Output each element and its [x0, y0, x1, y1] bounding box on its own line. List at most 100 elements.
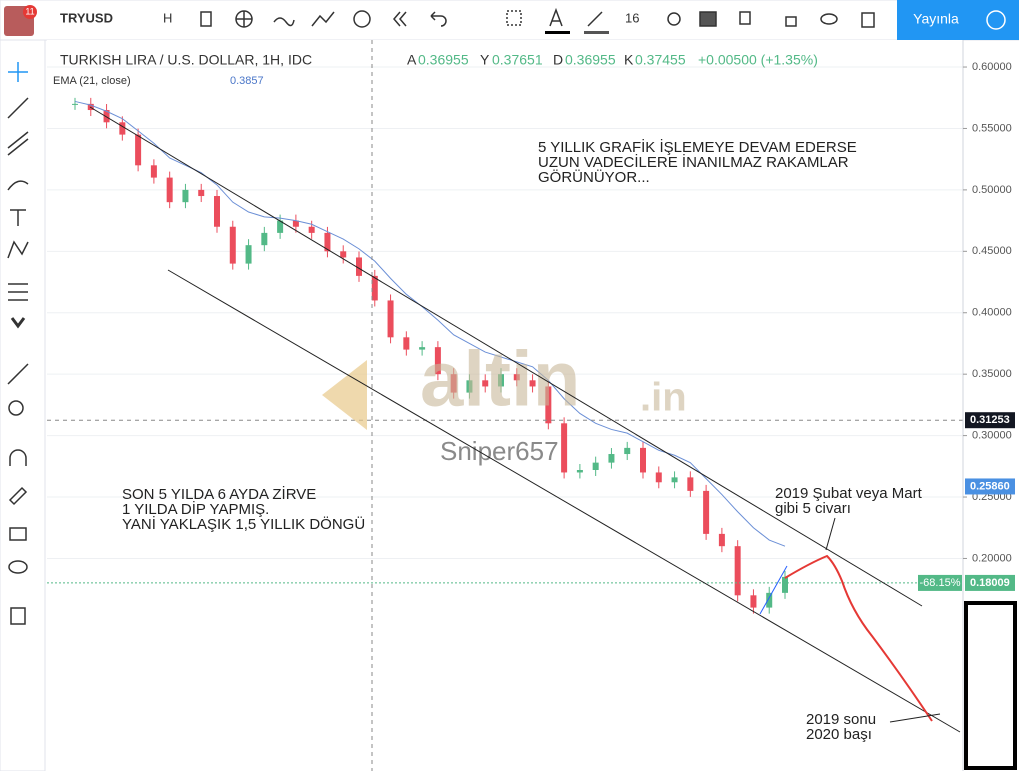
- candle-body: [277, 220, 284, 233]
- price-tag: [965, 574, 1015, 591]
- peak-pointer: [825, 517, 836, 551]
- candle-body: [576, 470, 583, 473]
- publish-label: Yayınla: [913, 11, 959, 27]
- candle-body: [72, 103, 78, 105]
- candle-body: [356, 257, 362, 276]
- price-tag: [965, 412, 1015, 429]
- candle-body: [750, 595, 757, 608]
- ema-value: 0.3857: [230, 75, 264, 87]
- candle-body: [308, 226, 315, 233]
- toolbar-icons[interactable]: [200, 7, 875, 28]
- legend-open-label: A: [407, 52, 417, 68]
- y-tick-label: 0.20000: [972, 552, 1012, 564]
- candle-body: [766, 592, 773, 608]
- candle-body: [450, 374, 457, 393]
- bottom-pointer: [889, 713, 941, 723]
- candle-body: [687, 477, 694, 491]
- candle-body: [166, 177, 173, 203]
- candle-body: [498, 374, 504, 387]
- y-tick-label: 0.55000: [972, 122, 1012, 134]
- candle-body: [150, 165, 157, 178]
- candle-body: [324, 232, 331, 252]
- candle-body: [608, 454, 615, 463]
- y-tick-label: 0.35000: [972, 368, 1012, 380]
- candle-body: [103, 110, 110, 123]
- plot-area: [47, 40, 963, 771]
- plot-background: [47, 40, 963, 771]
- candle-body: [434, 347, 441, 375]
- candle-body: [198, 189, 205, 197]
- projection-curve: [784, 554, 933, 722]
- play-icon: [986, 10, 1006, 30]
- candle-body: [135, 134, 142, 166]
- candle-body: [214, 196, 220, 227]
- price-tag-label: 0.18009: [970, 577, 1010, 589]
- interval[interactable]: H: [163, 10, 172, 25]
- legend-open: 0.36955: [418, 52, 469, 68]
- legend-change: +0.00500 (+1.35%): [698, 52, 818, 68]
- channel-upper: [89, 106, 923, 607]
- y-tick-label: 0.45000: [972, 245, 1012, 257]
- change-tag: [918, 574, 962, 591]
- candle-body: [482, 380, 489, 387]
- annotation-peak: gibi 5 civarı: [775, 500, 851, 517]
- candle-body: [671, 477, 678, 483]
- publish-button[interactable]: [897, 0, 975, 40]
- annotation-top: 5 YILLIK GRAFİK İŞLEMEYE DEVAM EDERSE: [538, 138, 857, 156]
- annotation-top: UZUN VADECİLERE İNANILMAZ RAKAMLAR: [538, 153, 849, 171]
- watermark-user: Sniper657: [440, 436, 559, 466]
- line-color-swatch: [584, 31, 609, 34]
- candle-body: [119, 122, 126, 135]
- candle-body: [466, 380, 473, 393]
- top-toolbar: [0, 0, 1019, 41]
- candle-body: [340, 251, 347, 258]
- badge-count: 11: [25, 6, 34, 16]
- legend-low: 0.36955: [565, 52, 616, 68]
- legend-close: 0.37455: [635, 52, 686, 68]
- watermark-domain: .in: [640, 376, 687, 420]
- change-tag-label: -68.15%: [920, 577, 961, 589]
- highlight-box: [964, 601, 1017, 770]
- annotation-left: 1 YILDA DİP YAPMIŞ.: [122, 500, 269, 518]
- candle-body: [718, 533, 725, 547]
- annotation-left: YANİ YAKLAŞIK 1,5 YILLIK DÖNGÜ: [122, 515, 365, 533]
- price-tag-label: 0.31253: [970, 414, 1010, 426]
- candle-body: [782, 576, 788, 593]
- candle-body: [545, 386, 552, 424]
- annotation-bottom: 2019 sonu: [806, 711, 876, 728]
- legend-title: TURKISH LIRA / U.S. DOLLAR, 1H, IDC: [60, 52, 312, 68]
- candle-body: [529, 380, 536, 387]
- trend-line: [759, 565, 788, 615]
- watermark-brand: altin: [420, 335, 580, 423]
- symbol[interactable]: TRYUSD: [60, 10, 113, 25]
- candle-body: [513, 374, 520, 381]
- drawing-tools[interactable]: [7, 62, 29, 625]
- candle-body: [624, 447, 631, 455]
- candle-body: [734, 546, 741, 596]
- price-tag-label: 0.25860: [970, 480, 1010, 492]
- ema-name: EMA (21, close): [53, 75, 131, 87]
- candle-body: [387, 300, 394, 338]
- candle-body: [261, 232, 268, 246]
- y-tick-label: 0.40000: [972, 307, 1012, 319]
- y-tick-label: 0.50000: [972, 184, 1012, 196]
- candle-body: [245, 245, 252, 264]
- play-button[interactable]: [975, 0, 1019, 40]
- candle-body: [640, 447, 646, 473]
- badge: [23, 5, 37, 19]
- candle-body: [592, 462, 599, 470]
- legend-high: 0.37651: [492, 52, 543, 68]
- price-tag: [965, 478, 1015, 495]
- candle-body: [419, 347, 426, 350]
- annotation-left: SON 5 YILDA 6 AYDA ZİRVE: [122, 485, 316, 503]
- y-tick-label: 0.60000: [972, 61, 1012, 73]
- candle-body: [292, 220, 299, 227]
- legend-low-label: D: [553, 52, 563, 68]
- legend-close-label: K: [624, 52, 634, 68]
- font-size[interactable]: 16: [625, 10, 639, 25]
- y-tick-label: 0.30000: [972, 430, 1012, 442]
- channel-lower: [167, 269, 961, 733]
- legend-high-label: Y: [480, 52, 490, 68]
- text-color-swatch: [545, 31, 570, 34]
